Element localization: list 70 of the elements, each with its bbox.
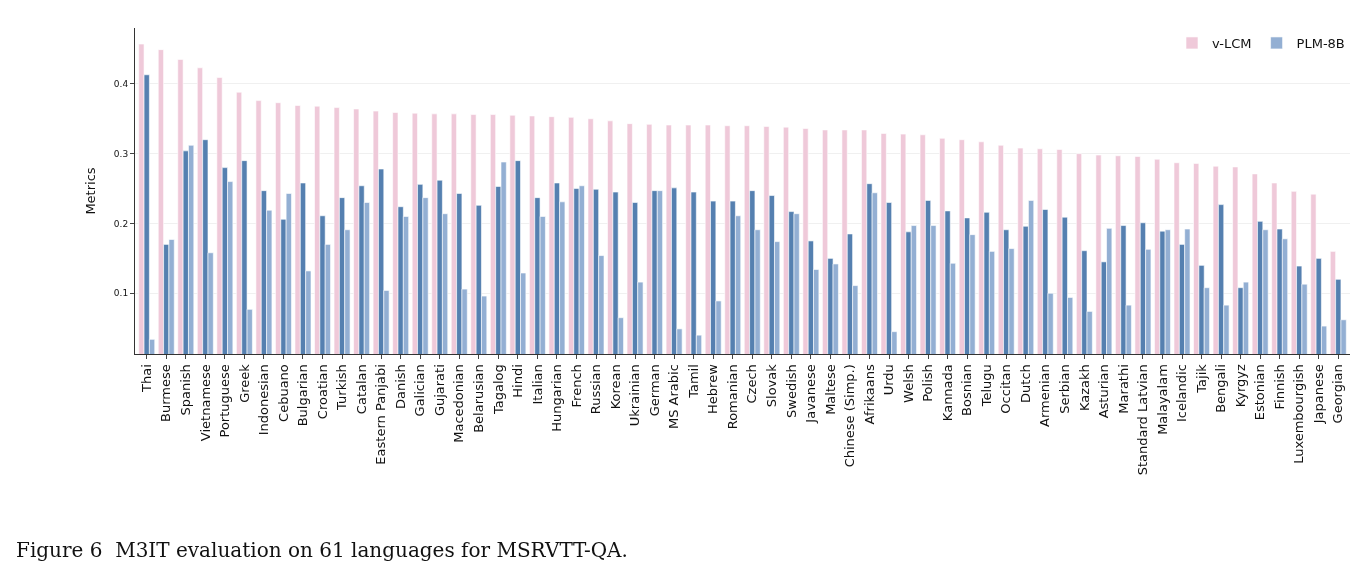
x-tick-label: Hindi [510, 364, 526, 398]
x-tick-label: Macedonian [451, 364, 467, 443]
x-tick-label: Slovak [764, 363, 780, 408]
x-tick-label: Standard Latvian [1135, 364, 1151, 476]
x-tick-label: Kyrgyz [1232, 364, 1248, 408]
x-tick-label: Russian [588, 364, 604, 415]
x-tick-label: Kannada [939, 364, 955, 422]
x-tick-label: Bengali [1213, 364, 1229, 413]
x-tick-label: Japanese [1310, 364, 1326, 425]
x-tick-label: Armenian [1037, 364, 1053, 427]
x-tick-label: German [646, 364, 662, 417]
legend-label: PLM-8B [1296, 36, 1345, 52]
x-tick-label: Vietnamese [197, 364, 213, 442]
x-tick-label: Welsh [900, 364, 916, 403]
x-tick-label: Georgian [1330, 364, 1346, 424]
x-tick-label: Czech [744, 364, 760, 404]
x-tick-label: Occitan [998, 364, 1014, 414]
x-tick-label: Indonesian [256, 364, 272, 436]
x-tick-label: Ukrainian [627, 364, 643, 427]
x-tick-label: Tagalog [490, 364, 506, 415]
x-tick-label: Italian [529, 364, 545, 405]
x-tick-label: Cebuano [275, 364, 291, 422]
x-tick-label: Hungarian [549, 364, 565, 432]
y-tick-label: 0.3 [113, 148, 129, 159]
x-tick-label: Burmese [158, 364, 174, 422]
x-tick-label: Asturian [1096, 364, 1112, 419]
x-tick-label: Hebrew [705, 363, 721, 414]
x-tick-label: Finnish [1271, 364, 1287, 410]
x-tick-label: Polish [920, 364, 936, 402]
x-tick-label: Javanese [803, 364, 819, 424]
x-tick-label: Malayalam [1154, 364, 1170, 435]
x-tick-label: Marathi [1115, 364, 1131, 414]
x-tick-label: Gujarati [431, 364, 447, 417]
x-tick-label: Greek [236, 363, 252, 403]
x-tick-label: Catalan [353, 364, 369, 415]
x-tick-label: Thai [138, 364, 154, 393]
x-tick-label: Maltese [822, 364, 838, 415]
x-tick-label: Urdu [881, 364, 897, 396]
x-tick-label: Korean [607, 364, 623, 410]
x-tick-label: Swedish [783, 364, 799, 418]
x-tick-label: Dutch [1017, 364, 1033, 403]
x-tick-label: Bulgarian [295, 364, 311, 427]
legend-label: v-LCM [1212, 36, 1252, 52]
x-tick-label: Galician [412, 364, 428, 417]
x-tick-label: Romanian [724, 364, 740, 430]
x-tick-label: Telugu [978, 364, 994, 408]
x-tick-label: Afrikaans [861, 363, 877, 425]
x-tick-label: Kazakh [1076, 364, 1092, 412]
x-tick-label: Belarusian [471, 364, 487, 433]
x-tick-label: Turkish [334, 364, 350, 411]
x-tick-label: Portuguese [217, 364, 233, 438]
x-tick-label: Spanish [178, 364, 194, 416]
x-tick-label: Danish [392, 364, 408, 410]
x-tick-label: French [568, 364, 584, 408]
y-tick-label: 0.1 [113, 288, 129, 299]
y-axis-title: Metrics [82, 167, 98, 215]
x-tick-label: Serbian [1057, 364, 1073, 414]
x-tick-label: Icelandic [1174, 364, 1190, 423]
y-tick-label: 0.4 [113, 79, 129, 89]
x-tick-label: MS Arabic [666, 364, 682, 430]
x-tick-label: Estonian [1252, 364, 1268, 421]
x-tick-label: Tajik [1193, 363, 1209, 394]
x-tick-label: Tamil [685, 364, 701, 399]
x-tick-label: Eastern Panjabi [373, 364, 389, 465]
x-tick-label: Croatian [314, 364, 330, 420]
x-tick-label: Luxembourgish [1291, 364, 1307, 464]
x-tick-label: Bosnian [959, 364, 975, 416]
y-tick-label: 0.2 [113, 218, 129, 229]
caption: Figure 6 M3IT evaluation on 61 languages for MSRVTT-QA. [16, 538, 628, 562]
x-tick-label: Chinese (Simp.) [842, 364, 858, 468]
